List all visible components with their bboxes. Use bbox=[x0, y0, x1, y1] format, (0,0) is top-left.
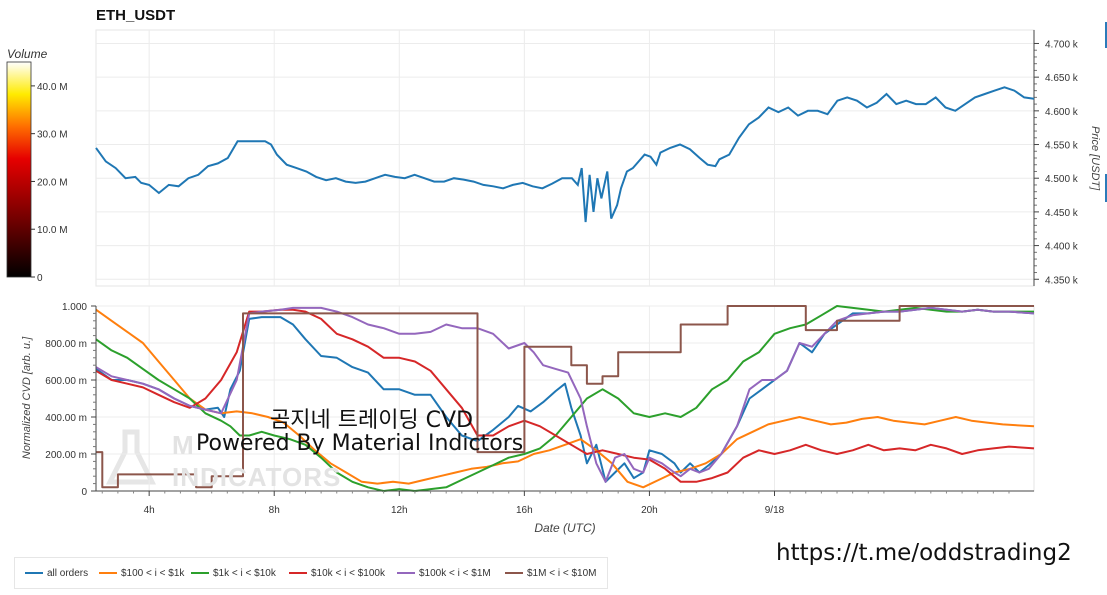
telegram-link[interactable]: https://t.me/oddstrading2 bbox=[776, 540, 1072, 566]
price-tick-label: 4.450 k bbox=[1045, 208, 1079, 219]
overlay-title: 곰지네 트레이딩 CVD bbox=[270, 408, 474, 433]
price-tick-label: 4.550 k bbox=[1045, 141, 1079, 152]
cvd-x-tick-label: 9/18 bbox=[765, 505, 785, 516]
cvd-y-tick-label: 0 bbox=[81, 487, 87, 498]
legend-item[interactable]: $100k < i < $1M bbox=[397, 558, 491, 588]
colorbar-tick-label: 10.0 M bbox=[37, 225, 68, 236]
legend-label: $100 < i < $1k bbox=[121, 567, 185, 579]
legend-swatch bbox=[25, 572, 43, 574]
cvd-series-line bbox=[95, 306, 1035, 483]
colorbar-title: Volume bbox=[7, 47, 48, 61]
cvd-x-tick-label: 4h bbox=[144, 505, 155, 516]
price-plot-frame bbox=[95, 29, 1035, 287]
price-tick-label: 4.500 k bbox=[1045, 174, 1079, 185]
colorbar-tick-label: 0 bbox=[37, 273, 43, 284]
colorbar-tick-label: 40.0 M bbox=[37, 82, 68, 93]
cvd-plot: 0 200.00 m 400.00 m 600.00 m 800.00 m 1.000 4h… bbox=[21, 302, 1035, 535]
legend-item[interactable]: $1k < i < $10k bbox=[191, 558, 276, 588]
cvd-series-line bbox=[96, 305, 1034, 489]
price-axis-label: Price [USDT] bbox=[1089, 126, 1101, 191]
cvd-y-tick-label: 1.000 bbox=[62, 302, 87, 313]
legend-swatch bbox=[99, 572, 117, 574]
cvd-x-tick-label: 16h bbox=[516, 505, 533, 516]
legend-label: $1k < i < $10k bbox=[213, 567, 276, 579]
legend-label: $10k < i < $100k bbox=[311, 567, 385, 579]
price-tick-label: 4.700 k bbox=[1045, 39, 1079, 50]
cvd-y-tick-label: 800.00 m bbox=[45, 339, 87, 350]
price-plot: 4.350 k 4.400 k 4.450 k 4.500 k 4.550 k 4.600… bbox=[95, 29, 1101, 287]
watermark-flask-icon bbox=[105, 429, 157, 485]
price-series-line bbox=[95, 86, 1035, 223]
watermark-text-line1: M bbox=[172, 430, 195, 460]
legend: all orders $100 < i < $1k $1k < i < $10k $1… bbox=[14, 557, 608, 589]
legend-item[interactable]: $1M < i < $10M bbox=[505, 558, 596, 588]
legend-label: $100k < i < $1M bbox=[419, 567, 491, 579]
price-tick-label: 4.600 k bbox=[1045, 107, 1079, 118]
legend-item[interactable]: $100 < i < $1k bbox=[99, 558, 184, 588]
colorbar-tick-label: 20.0 M bbox=[37, 177, 68, 188]
cvd-y-tick-label: 400.00 m bbox=[45, 413, 87, 424]
price-tick-label: 4.350 k bbox=[1045, 275, 1079, 286]
price-tick-label: 4.400 k bbox=[1045, 242, 1079, 253]
legend-swatch bbox=[289, 572, 307, 574]
cvd-x-tick-label: 12h bbox=[391, 505, 408, 516]
legend-swatch bbox=[397, 572, 415, 574]
cvd-x-tick-label: 8h bbox=[269, 505, 280, 516]
legend-item[interactable]: all orders bbox=[25, 558, 88, 588]
watermark-text-line2: INDICATORS bbox=[172, 462, 342, 492]
colorbar-gradient bbox=[6, 61, 32, 278]
cvd-y-axis-label: Normalized CVD [arb. u.] bbox=[21, 336, 33, 459]
legend-item[interactable]: $10k < i < $100k bbox=[289, 558, 385, 588]
legend-swatch bbox=[191, 572, 209, 574]
legend-label: $1M < i < $10M bbox=[527, 567, 597, 579]
price-tick-label: 4.650 k bbox=[1045, 73, 1079, 84]
cvd-series-line bbox=[95, 308, 1035, 483]
volume-colorbar: Volume 40.0 M 30.0 M 20.0 M 10.0 M 0 bbox=[6, 47, 68, 284]
overlay-subtitle: Powered By Material Indictors bbox=[196, 431, 524, 456]
cvd-y-tick-label: 600.00 m bbox=[45, 376, 87, 387]
colorbar-tick-label: 30.0 M bbox=[37, 130, 68, 141]
chart-title: ETH_USDT bbox=[96, 7, 175, 24]
legend-swatch bbox=[505, 572, 523, 574]
legend-label: all orders bbox=[47, 567, 89, 579]
cvd-series-line bbox=[95, 308, 1035, 489]
cvd-x-tick-label: 20h bbox=[641, 505, 658, 516]
cvd-y-tick-label: 200.00 m bbox=[45, 450, 87, 461]
cvd-x-axis-label: Date (UTC) bbox=[534, 521, 595, 535]
cvd-series-line bbox=[95, 305, 1034, 492]
